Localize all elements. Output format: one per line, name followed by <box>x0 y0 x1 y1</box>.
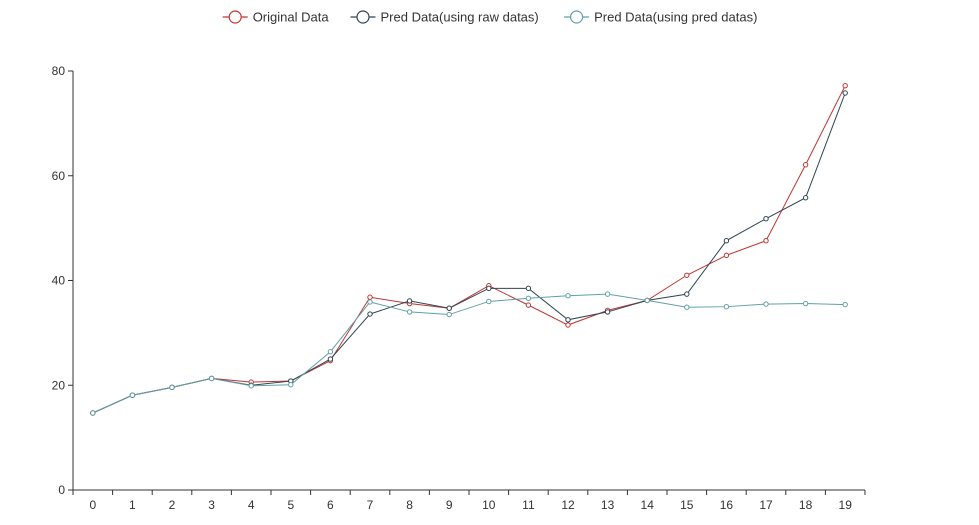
data-point[interactable] <box>723 252 730 259</box>
data-point[interactable] <box>565 322 571 328</box>
data-point[interactable] <box>842 90 848 96</box>
legend-item[interactable]: Pred Data(using raw datas) <box>350 10 539 25</box>
x-tick-label: 12 <box>561 498 575 512</box>
legend-circle-icon <box>356 10 370 24</box>
y-tick-label: 20 <box>52 378 66 392</box>
legend-item[interactable]: Pred Data(using pred datas) <box>564 10 757 25</box>
series-line <box>92 293 846 414</box>
data-point[interactable] <box>367 311 373 317</box>
y-tick-label: 0 <box>58 483 65 497</box>
data-point[interactable] <box>684 272 690 278</box>
data-point[interactable] <box>406 309 413 315</box>
data-point[interactable] <box>763 215 769 222</box>
data-point[interactable] <box>446 311 452 318</box>
data-point[interactable] <box>208 375 215 382</box>
data-point[interactable] <box>288 382 294 388</box>
x-tick-label: 8 <box>406 498 413 512</box>
y-tick-label: 80 <box>52 64 66 78</box>
series-1 <box>90 82 848 416</box>
data-point[interactable] <box>802 162 809 168</box>
legend-label: Original Data <box>253 10 330 25</box>
data-point[interactable] <box>525 302 532 308</box>
data-point[interactable] <box>842 301 848 308</box>
data-point[interactable] <box>644 297 650 304</box>
data-point[interactable] <box>565 292 571 299</box>
data-point[interactable] <box>525 285 532 292</box>
x-tick-label: 17 <box>759 498 773 512</box>
data-point[interactable] <box>763 237 769 244</box>
data-point[interactable] <box>327 349 334 355</box>
data-point[interactable] <box>446 305 452 311</box>
data-point[interactable] <box>169 384 175 391</box>
data-point[interactable] <box>486 298 492 305</box>
data-point[interactable] <box>802 300 809 307</box>
data-point[interactable] <box>486 285 492 292</box>
x-tick-label: 18 <box>799 498 813 512</box>
data-point[interactable] <box>367 294 373 300</box>
data-point[interactable] <box>248 383 254 389</box>
x-tick-label: 15 <box>680 498 694 512</box>
x-tick-label: 9 <box>446 498 453 512</box>
x-tick-label: 16 <box>720 498 734 512</box>
data-point[interactable] <box>802 195 809 201</box>
legend-label: Pred Data(using raw datas) <box>381 10 539 25</box>
x-tick-label: 10 <box>482 498 496 512</box>
data-point[interactable] <box>763 301 769 307</box>
data-point[interactable] <box>723 237 730 244</box>
y-tick-label: 40 <box>52 274 66 288</box>
legend: Original Data Pred Data(using raw datas) P… <box>222 10 757 25</box>
x-tick-label: 6 <box>327 498 334 512</box>
data-point[interactable] <box>842 82 848 89</box>
x-tick-label: 4 <box>248 498 255 512</box>
data-point[interactable] <box>90 410 96 416</box>
x-tick-label: 11 <box>522 498 535 512</box>
x-tick-label: 5 <box>287 498 294 512</box>
x-tick-label: 2 <box>169 498 176 512</box>
data-point[interactable] <box>525 295 532 302</box>
y-tick-label: 60 <box>52 169 66 183</box>
x-tick-label: 14 <box>641 498 655 512</box>
x-tick-label: 0 <box>89 498 96 512</box>
series-line <box>92 85 846 414</box>
x-tick-label: 19 <box>839 498 853 512</box>
legend-label: Pred Data(using pred datas) <box>594 10 757 25</box>
series-3 <box>90 291 848 416</box>
data-point[interactable] <box>367 299 373 305</box>
x-tick-label: 3 <box>208 498 215 512</box>
legend-circle-icon <box>569 10 584 24</box>
x-tick-label: 13 <box>601 498 615 512</box>
legend-item[interactable]: Original Data <box>222 10 330 25</box>
data-point[interactable] <box>604 291 611 297</box>
data-point[interactable] <box>129 392 136 398</box>
x-tick-label: 7 <box>367 498 374 512</box>
data-point[interactable] <box>565 317 571 323</box>
x-tick-label: 1 <box>129 498 136 512</box>
data-point[interactable] <box>327 356 334 362</box>
data-point[interactable] <box>406 298 413 304</box>
legend-circle-icon <box>228 10 242 24</box>
plot-area <box>90 82 848 416</box>
data-point[interactable] <box>684 291 690 297</box>
data-point[interactable] <box>684 304 690 310</box>
data-point[interactable] <box>723 303 730 310</box>
data-point[interactable] <box>604 309 611 315</box>
